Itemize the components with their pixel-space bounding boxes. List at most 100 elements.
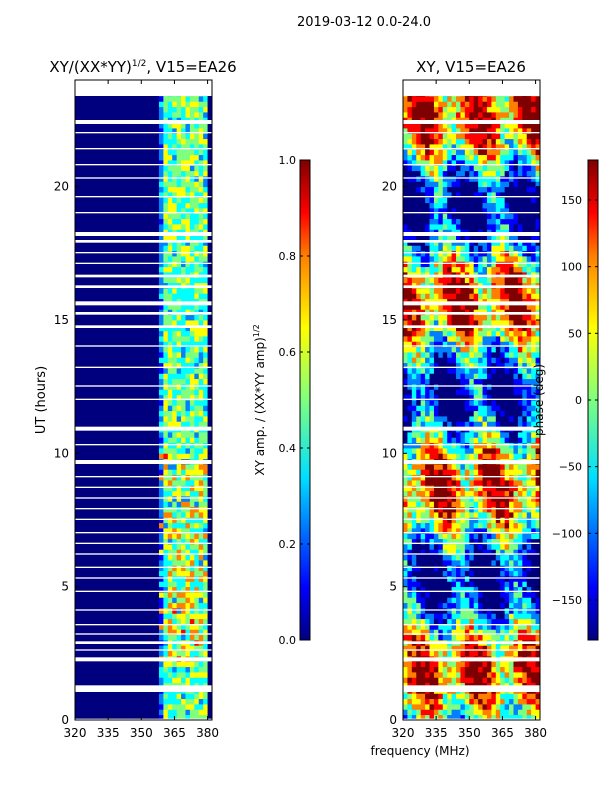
heatmap-cell <box>185 101 191 108</box>
heatmap-cell <box>198 362 204 369</box>
heatmap-cell <box>486 602 492 609</box>
heatmap-cell <box>181 432 186 438</box>
heatmap-cell <box>119 693 125 700</box>
heatmap-cell <box>473 624 479 630</box>
heatmap-cell <box>110 485 116 492</box>
heatmap-cell <box>79 501 85 508</box>
heatmap-cell <box>416 714 422 721</box>
heatmap-cell <box>486 560 492 566</box>
heatmap-cell <box>75 112 80 118</box>
heatmap-cell <box>119 352 125 358</box>
heatmap-cell <box>92 165 98 172</box>
heatmap-cell <box>207 357 213 364</box>
heatmap-cell <box>158 565 164 572</box>
heatmap-cell <box>194 698 200 705</box>
heatmap-cell <box>88 224 94 230</box>
heatmap-cell <box>105 250 111 257</box>
heatmap-cell <box>416 533 422 540</box>
heatmap-cell <box>145 288 151 294</box>
heatmap-cell <box>119 613 125 620</box>
heatmap-cell <box>154 698 160 705</box>
heatmap-cell <box>429 618 435 625</box>
heatmap-cell <box>141 496 147 502</box>
heatmap-cell <box>97 480 102 486</box>
heatmap-cell <box>500 533 506 540</box>
heatmap-cell <box>176 704 182 710</box>
heatmap-cell <box>464 618 470 625</box>
heatmap-cell <box>136 602 142 609</box>
heatmap-cell <box>128 490 133 497</box>
heatmap-cell <box>517 645 523 652</box>
heatmap-cell <box>92 405 98 412</box>
heatmap-cell <box>172 400 178 406</box>
heatmap-cell <box>207 304 213 310</box>
heatmap-cell <box>105 490 111 497</box>
heatmap-cell <box>447 576 453 582</box>
heatmap-cell <box>198 490 204 497</box>
heatmap-cell <box>447 698 453 705</box>
heatmap-cell <box>141 485 147 492</box>
heatmap-cell <box>181 170 186 177</box>
heatmap-cell <box>167 170 173 177</box>
heatmap-cell <box>517 618 523 625</box>
heatmap-cell <box>97 101 102 108</box>
heatmap-cell <box>150 122 155 129</box>
heatmap-cell <box>123 474 129 481</box>
heatmap-cell <box>92 613 98 620</box>
heatmap-cell <box>456 709 461 716</box>
heatmap-cell <box>150 314 155 321</box>
heatmap-cell <box>88 448 94 454</box>
heatmap-cell <box>181 149 186 156</box>
heatmap-cell <box>535 565 541 572</box>
heatmap-cell <box>495 544 501 550</box>
heatmap-cell <box>92 533 98 540</box>
heatmap-cell <box>526 613 532 620</box>
heatmap-cell <box>203 186 208 193</box>
heatmap-cell <box>154 394 160 401</box>
heatmap-cell <box>141 453 147 460</box>
heatmap-cell <box>110 170 116 177</box>
heatmap-cell <box>194 389 200 396</box>
heatmap-cell <box>185 570 191 577</box>
heatmap-cell <box>101 181 107 188</box>
heatmap-cell <box>469 517 475 524</box>
heatmap-cell <box>119 101 125 108</box>
heatmap-cell <box>407 666 413 673</box>
heatmap-cell <box>203 517 208 524</box>
heatmap-cell <box>176 394 182 401</box>
heatmap-cell <box>504 672 510 678</box>
heatmap-cell <box>79 112 85 118</box>
heatmap-cell <box>198 576 204 582</box>
heatmap-cell <box>198 544 204 550</box>
heatmap-cell <box>101 368 107 374</box>
heatmap-cell <box>531 608 536 614</box>
heatmap-cell <box>79 613 85 620</box>
heatmap-cell <box>207 416 213 422</box>
heatmap-cell <box>456 528 461 534</box>
heatmap-cell <box>189 698 195 705</box>
heatmap-cell <box>172 464 178 470</box>
heatmap-cell <box>420 565 426 572</box>
heatmap-cell <box>158 645 164 652</box>
heatmap-cell <box>83 592 89 598</box>
heatmap-cell <box>531 698 536 705</box>
heatmap-cell <box>158 416 164 422</box>
heatmap-cell <box>176 469 182 476</box>
heatmap-cell <box>92 368 98 374</box>
heatmap-cell <box>141 469 147 476</box>
heatmap-cell <box>517 586 523 593</box>
heatmap-cell <box>469 565 475 572</box>
heatmap-cell <box>83 256 89 262</box>
heatmap-cell <box>150 448 155 454</box>
heatmap-cell <box>207 517 213 524</box>
heatmap-cell <box>509 666 514 673</box>
heatmap-cell <box>141 506 147 513</box>
heatmap-cell <box>110 176 116 182</box>
heatmap-cell <box>176 629 182 636</box>
heatmap-cell <box>176 480 182 486</box>
heatmap-cell <box>181 154 186 161</box>
flagged-row <box>75 518 212 520</box>
heatmap-cell <box>189 256 195 262</box>
heatmap-cell <box>176 693 182 700</box>
